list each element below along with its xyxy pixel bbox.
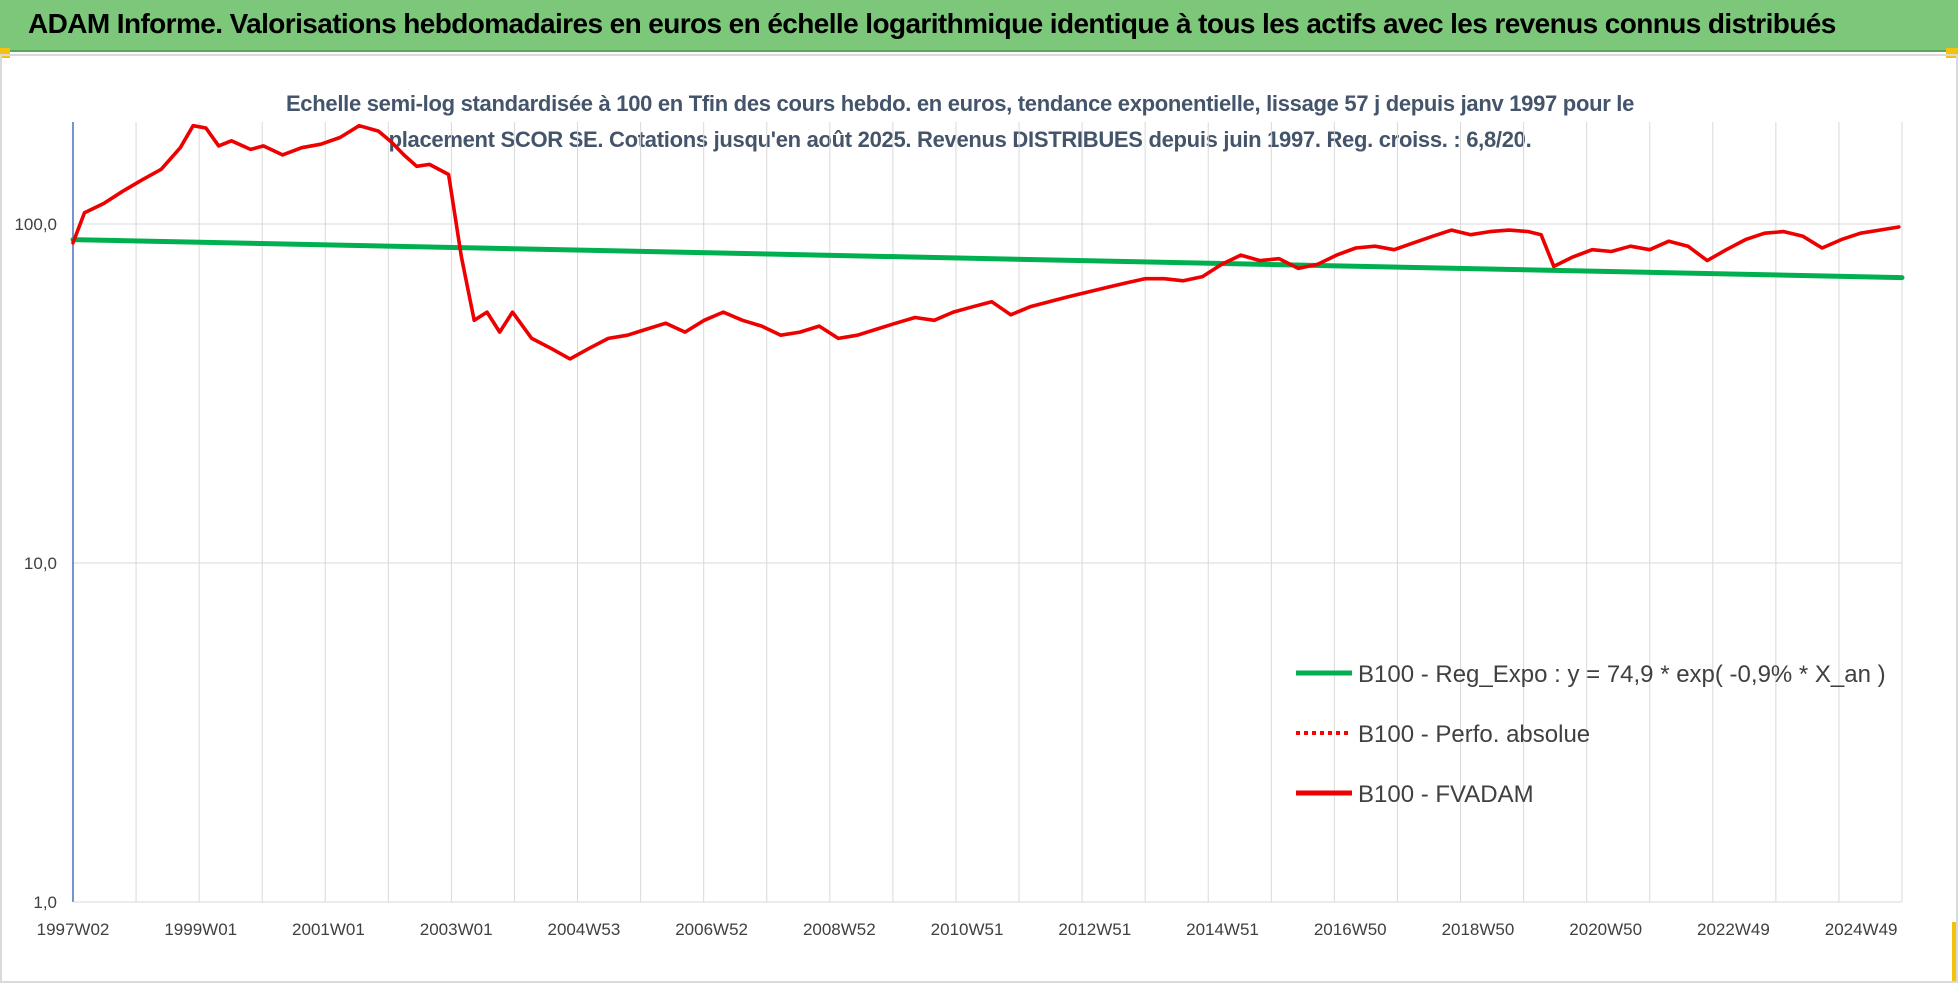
x-tick-label: 2012W51 [1058, 920, 1131, 939]
x-tick-label: 2018W50 [1442, 920, 1515, 939]
chart-subtitle: Echelle semi-log standardisée à 100 en T… [200, 86, 1720, 158]
chart-subtitle-line-1: Echelle semi-log standardisée à 100 en T… [285, 91, 1635, 116]
x-tick-label: 2016W50 [1314, 920, 1387, 939]
x-tick-label: 2001W01 [292, 920, 365, 939]
chart-frame [0, 54, 1958, 983]
corner-marker-top-right [1946, 48, 1958, 58]
legend-label: B100 - Perfo. absolue [1358, 721, 1590, 748]
x-tick-label: 2020W50 [1569, 920, 1642, 939]
series-line-3 [71, 123, 1901, 361]
title-banner: ADAM Informe. Valorisations hebdomadaire… [0, 0, 1958, 52]
legend-label: B100 - Reg_Expo : y = 74,9 * exp( -0,9% … [1358, 661, 1886, 688]
x-tick-label: 2008W52 [803, 920, 876, 939]
x-tick-label: 1997W02 [37, 920, 110, 939]
y-tick-label: 10,0 [24, 554, 57, 573]
chart-subtitle-line-2: placement SCOR SE. Cotations jusqu'en ao… [388, 127, 1532, 152]
y-tick-label: 1,0 [33, 893, 57, 912]
corner-marker-top-left [0, 48, 10, 58]
legend-label: B100 - FVADAM [1358, 781, 1534, 808]
x-tick-label: 1999W01 [164, 920, 237, 939]
x-tick-label: 2022W49 [1697, 920, 1770, 939]
corner-marker-bottom-right [1952, 922, 1958, 983]
x-tick-label: 2004W53 [548, 920, 621, 939]
x-tick-label: 2024W49 [1825, 920, 1898, 939]
x-tick-label: 2003W01 [420, 920, 493, 939]
banner-title: ADAM Informe. Valorisations hebdomadaire… [28, 8, 1836, 39]
series-line-1 [70, 237, 1905, 281]
y-tick-label: 100,0 [14, 215, 57, 234]
x-tick-label: 2014W51 [1186, 920, 1259, 939]
x-tick-label: 2006W52 [675, 920, 748, 939]
x-tick-label: 2010W51 [931, 920, 1004, 939]
